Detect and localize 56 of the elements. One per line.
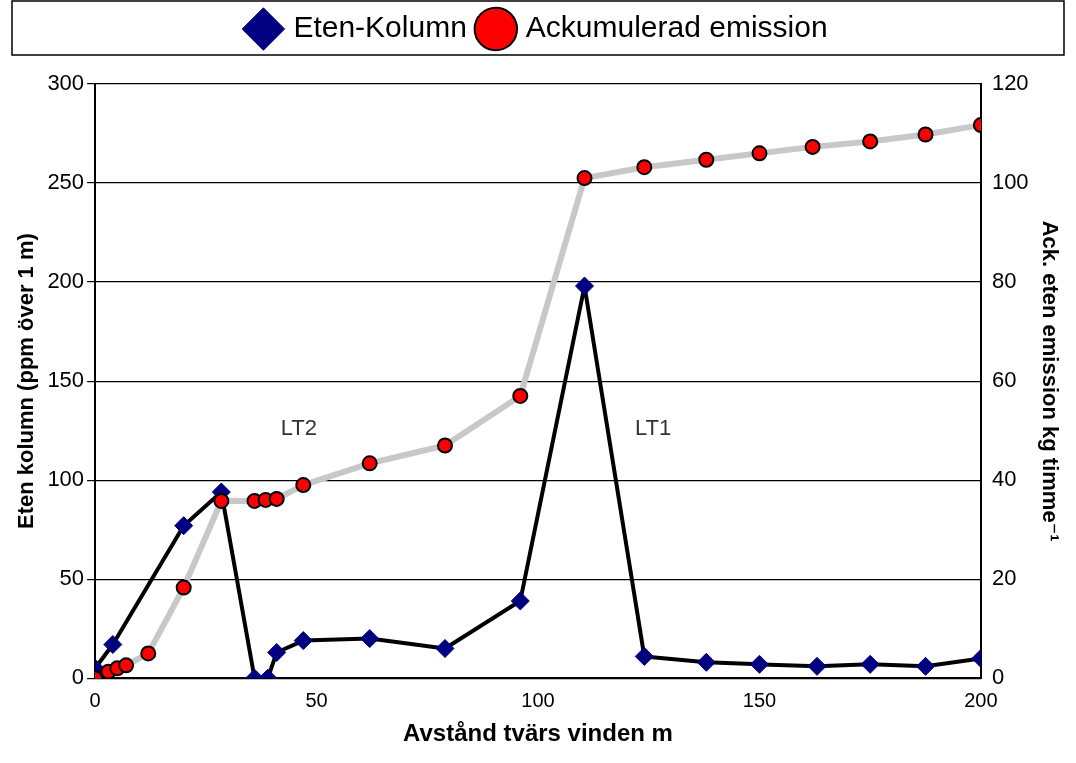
y-tick-label: 100 bbox=[47, 466, 85, 492]
point bbox=[916, 656, 936, 676]
point bbox=[174, 516, 194, 536]
point bbox=[804, 138, 821, 155]
point bbox=[698, 151, 715, 168]
point bbox=[435, 638, 455, 658]
point bbox=[140, 645, 157, 662]
y-tick-label: 50 bbox=[59, 565, 85, 591]
x-axis-title: Avstånd tvärs vinden m bbox=[403, 719, 673, 747]
x-tick-label: 0 bbox=[89, 688, 101, 711]
point bbox=[267, 642, 287, 662]
y2-tick-label: 100 bbox=[991, 169, 1029, 195]
point bbox=[807, 656, 827, 676]
point bbox=[576, 170, 593, 187]
legend-label: Ackumulerad emission bbox=[525, 10, 828, 44]
point bbox=[293, 631, 313, 651]
point bbox=[436, 437, 453, 454]
point bbox=[103, 635, 123, 655]
point bbox=[295, 477, 312, 494]
annotation: LT1 bbox=[635, 414, 672, 440]
y-tick-label: 200 bbox=[47, 268, 85, 294]
annotation: LT2 bbox=[280, 414, 317, 440]
y-tick-label: 0 bbox=[71, 664, 85, 690]
point bbox=[860, 654, 880, 674]
x-tick-label: 50 bbox=[305, 688, 328, 711]
y2-tick-label: 60 bbox=[991, 367, 1017, 393]
y-tick-label: 300 bbox=[47, 70, 85, 96]
point bbox=[636, 159, 653, 176]
point bbox=[118, 657, 135, 674]
point bbox=[175, 579, 192, 596]
y2-tick-label: 80 bbox=[991, 268, 1017, 294]
point bbox=[213, 492, 230, 509]
y2-tick-label: 20 bbox=[991, 565, 1017, 591]
y2-axis-title: Ack. eten emission kg timme⁻¹ bbox=[1037, 220, 1063, 542]
point bbox=[751, 145, 768, 162]
legend-label: Eten-Kolumn bbox=[293, 10, 467, 44]
point bbox=[749, 654, 769, 674]
point bbox=[510, 591, 530, 611]
x-tick-label: 100 bbox=[521, 688, 555, 711]
y-tick-label: 250 bbox=[47, 169, 85, 195]
point bbox=[361, 455, 378, 472]
point bbox=[696, 652, 716, 672]
x-tick-label: 150 bbox=[742, 688, 777, 711]
point bbox=[917, 126, 934, 143]
y-tick-label: 150 bbox=[47, 367, 85, 393]
point bbox=[634, 646, 654, 666]
y2-tick-label: 0 bbox=[991, 664, 1005, 690]
point bbox=[575, 276, 594, 296]
point bbox=[360, 629, 380, 649]
y2-tick-label: 120 bbox=[991, 70, 1029, 96]
point bbox=[862, 133, 879, 150]
x-tick-label: 200 bbox=[964, 688, 998, 711]
point bbox=[268, 490, 285, 507]
y2-tick-label: 40 bbox=[991, 466, 1017, 492]
point bbox=[512, 387, 529, 404]
y-axis-title: Eten kolumn (ppm över 1 m) bbox=[13, 233, 39, 530]
